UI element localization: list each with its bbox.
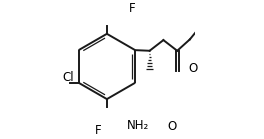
Text: F: F — [129, 2, 135, 15]
Text: O: O — [188, 62, 198, 75]
Text: O: O — [168, 120, 177, 133]
Text: NH₂: NH₂ — [126, 119, 149, 132]
Text: F: F — [95, 124, 101, 137]
Text: Cl: Cl — [62, 71, 74, 84]
